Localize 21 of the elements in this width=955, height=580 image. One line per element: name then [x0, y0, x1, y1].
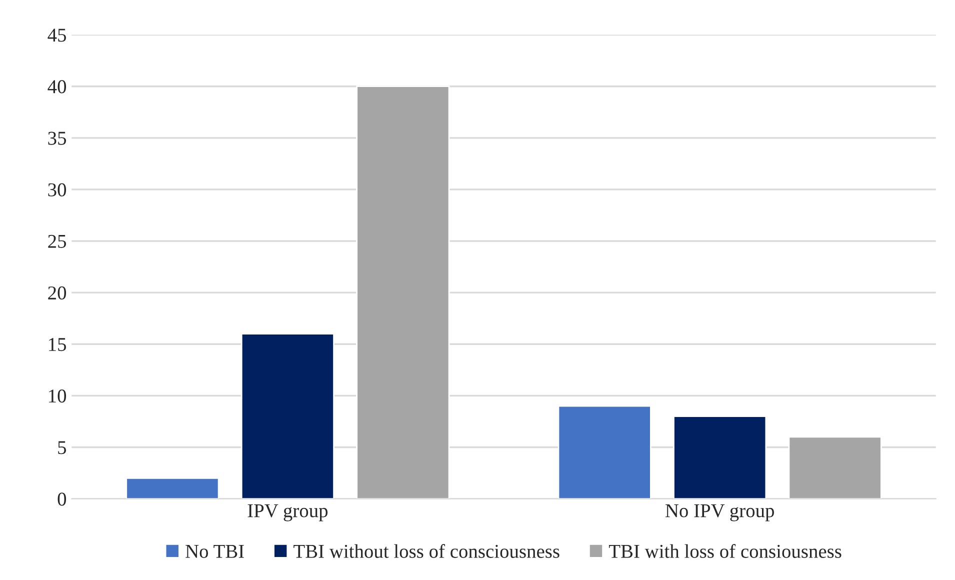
y-tick-label: 15 — [49, 338, 66, 352]
y-tick-label: 10 — [49, 390, 66, 403]
x-tick-label: IPV group — [248, 504, 328, 522]
y-tick-label: 25 — [48, 234, 66, 248]
bar — [788, 436, 882, 499]
y-tick-label: 45 — [48, 28, 66, 42]
bar — [240, 333, 334, 499]
bar — [558, 405, 652, 499]
legend-label: TBI with loss of consiousness — [608, 544, 842, 558]
y-tick-label: 20 — [48, 286, 66, 300]
y-tick-label: 5 — [58, 441, 66, 454]
y-tick-label: 40 — [48, 80, 66, 94]
legend-label: No TBI — [186, 545, 244, 558]
x-tick-label: No IPV group — [665, 504, 774, 522]
bar — [356, 86, 450, 499]
y-tick-label: 35 — [48, 132, 66, 145]
y-tick-label: 30 — [48, 183, 66, 196]
y-tick-label: 0 — [58, 492, 66, 506]
bar — [673, 416, 767, 499]
legend-label: TBI without loss of consciousness — [294, 544, 560, 558]
bar — [126, 477, 220, 499]
